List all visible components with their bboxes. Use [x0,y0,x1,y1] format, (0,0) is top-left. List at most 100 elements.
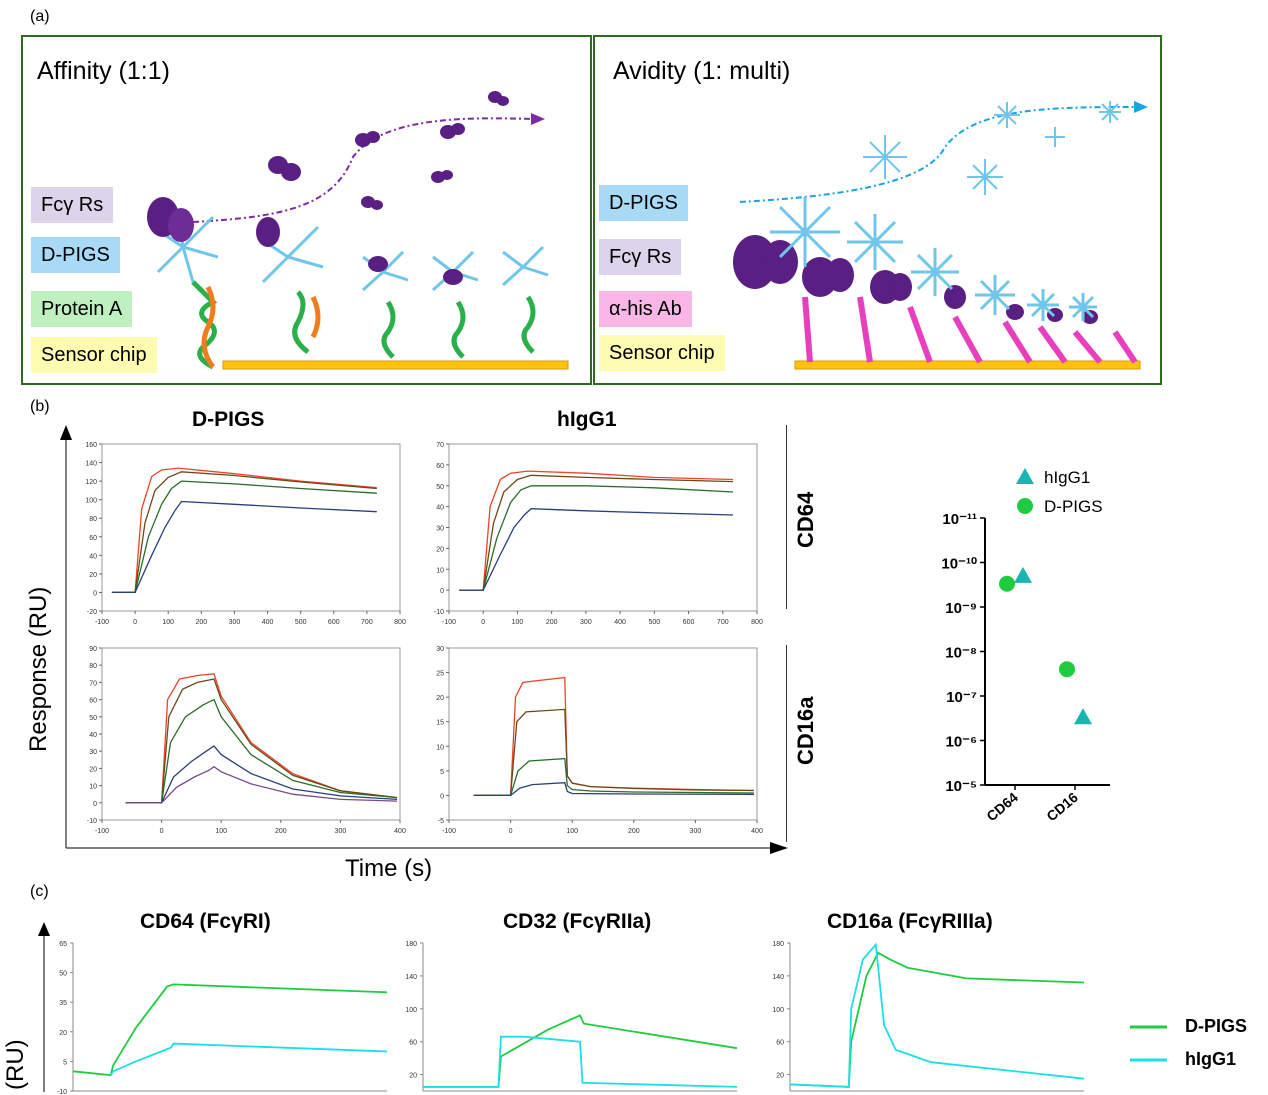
x-tick-label: 0 [133,619,137,626]
chart-dpigs-cd64: -20 0 20 40 60 80 100 120 140 160 -100 0 100 200 300 40… [85,442,406,626]
b-y-axis-title: Response (RU) [25,586,52,752]
kd-legend-marker-dpigs [1017,498,1033,514]
kd-x-tick-label: CD16 [1043,789,1081,824]
avidity-title: Avidity (1: multi) [613,57,791,85]
y-tick-label: 20 [436,695,444,702]
plot-area [448,443,758,612]
sensorgram-line [473,782,754,797]
ab-stalks [802,296,1138,364]
c-y-tick-label: 20 [776,1073,784,1080]
x-tick-label: 200 [628,828,640,835]
x-tick-label: 200 [275,828,287,835]
sensorgram-line [111,480,377,594]
y-tick-label: 0 [93,801,97,808]
x-tick-label: 300 [335,828,347,835]
kd-point-dpigs [999,575,1015,592]
x-tick-label: 100 [566,828,578,835]
y-tick-label: 30 [436,646,444,653]
row-title-cd64: CD64 [793,491,818,548]
affinity-tag-fcgr: Fcγ Rs [31,187,114,223]
chart-c-cd64: -10 5 20 35 50 65 [57,941,388,1095]
y-tick-label: 20 [436,546,444,553]
y-tick-label: 60 [89,535,97,542]
c-series-line [109,1042,388,1076]
x-tick-label: -100 [95,828,109,835]
c-title-cd64: CD64 (FcγRI) [140,910,271,933]
kd-y-tick-label: 10⁻⁶ [945,734,977,751]
x-tick-label: 400 [394,828,406,835]
chart-c-cd16a: 20 60 100 140 180 [772,941,1085,1092]
y-tick-label: 20 [89,766,97,773]
affinity-box: Affinity (1:1) [21,35,592,385]
affinity-tag-chip: Sensor chip [31,337,157,373]
dpigs-trajectory-arrow [739,106,1136,203]
x-tick-label: 400 [614,619,626,626]
y-tick-label: -5 [438,818,444,825]
x-tick-label: 200 [195,619,207,626]
kd-point-higg1 [1074,708,1092,725]
x-tick-label: 400 [751,828,763,835]
sensorgram-line [111,467,377,594]
c-y-tick-label: 180 [405,941,417,948]
fcgr-trajectory-arrow [192,117,534,223]
x-tick-label: 400 [262,619,274,626]
c-series-line [72,983,388,1077]
c-y-tick-label: 5 [63,1059,67,1066]
sensor-chip-bar [222,360,569,370]
x-tick-label: 800 [394,619,406,626]
arrow-head [531,113,545,125]
kd-x-tick-label: CD64 [983,789,1021,824]
avidity-box: Avidity (1: multi) [593,35,1162,385]
sensor-chip-bar [794,360,1141,370]
x-tick-label: 100 [512,619,524,626]
protein-a-dpigs-complexes [147,197,549,370]
affinity-tag-proteinA: Protein A [31,291,133,327]
sensorgram-line [473,757,754,797]
y-tick-label: 90 [89,646,97,653]
y-tick-label: 60 [89,698,97,705]
y-tick-label: 140 [85,461,97,468]
x-tick-label: 0 [481,619,485,626]
x-tick-label: 800 [751,619,763,626]
x-tick-label: 600 [328,619,340,626]
kd-legend-dpigs: D-PIGS [1044,497,1103,516]
sensorgram-line [125,673,398,804]
free-fcgr-proteins [268,91,509,210]
sensorgram-line [125,745,398,804]
sensorgram-line [125,765,398,804]
y-tick-label: 80 [89,663,97,670]
y-tick-label: -20 [87,609,97,616]
x-tick-label: 100 [162,619,174,626]
kd-y-tick-label: 10⁻¹¹ [942,511,977,528]
panel-c-y-arrow [38,922,50,1092]
sensorgram-line [459,470,734,591]
y-tick-label: 10 [89,784,97,791]
y-tick-label: 70 [436,442,444,449]
y-tick-label: -10 [434,609,444,616]
kd-y-tick-label: 10⁻¹⁰ [941,556,977,573]
row-title-cd16a: CD16a [793,696,818,765]
c-y-tick-label: 180 [772,941,784,948]
c-title-cd16a: CD16a (FcγRIIIa) [827,910,993,933]
c-legend-dpigs: D-PIGS [1185,1016,1248,1036]
y-tick-label: 70 [89,680,97,687]
sensorgram-line [125,678,398,804]
c-y-tick-label: 100 [772,1007,784,1014]
c-title-cd32: CD32 (FcγRIIa) [503,910,652,933]
y-tick-label: 30 [436,526,444,533]
y-tick-label: 100 [85,498,97,505]
c-y-tick-label: 140 [405,974,417,981]
c-legend-swatches [1130,1025,1167,1062]
kd-y-tick-label: 10⁻⁵ [945,778,977,795]
sensorgram-line [111,471,377,594]
kd-y-tick-label: 10⁻⁷ [946,689,977,706]
sensorgram-line [459,485,734,591]
chart-c-cd32: 20 60 100 140 180 [405,941,738,1092]
col-title-higg1: hIgG1 [557,408,617,431]
sensorgram-line [111,500,377,594]
c-y-tick-label: 35 [59,1000,67,1007]
y-tick-label: 25 [436,671,444,678]
chart-higg1-cd16a: -5 0 5 10 15 20 25 30 -100 0 100 200 300 400 [436,646,763,835]
